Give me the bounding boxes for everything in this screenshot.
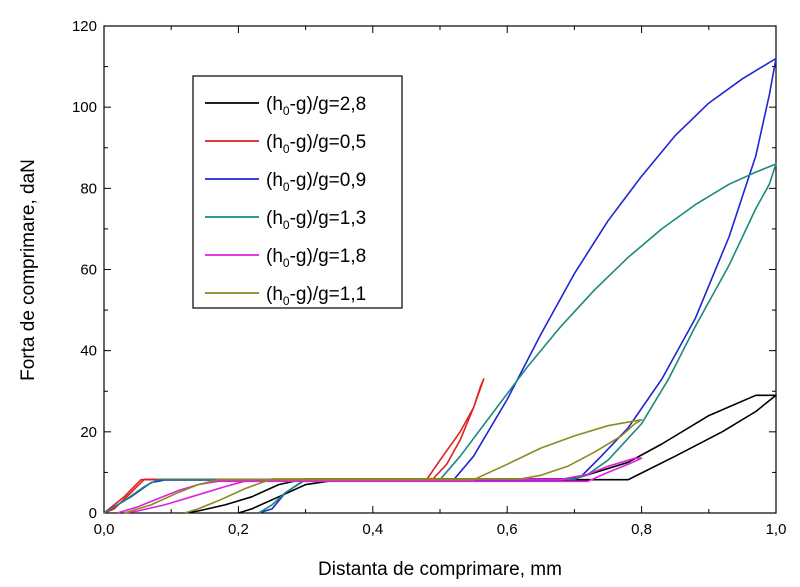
x-tick-label: 1,0 <box>766 521 787 538</box>
legend-label-1: (h0-g)/g=2,8 <box>266 94 366 118</box>
series-layer <box>103 57 777 514</box>
x-tick-label: 0,0 <box>94 521 115 538</box>
legend-box <box>192 75 403 309</box>
series-line-4 <box>103 163 777 514</box>
legend-label-5: (h0-g)/g=1,8 <box>266 246 366 270</box>
y-tick-label: 100 <box>72 99 97 116</box>
series-line-5 <box>117 457 643 514</box>
ticks: 0,0 0,2 0,4 0,6 0,8 1,0 0 20 40 60 80 100 120 <box>72 18 786 538</box>
series-line-6 <box>123 418 643 514</box>
x-tick-label: 0,2 <box>228 521 249 538</box>
legend-label-2: (h0-g)/g=0,5 <box>266 132 366 156</box>
x-axis-label: Distanta de comprimare, mm <box>318 559 562 580</box>
y-axis-label: Forta de comprimare, daN <box>18 159 39 381</box>
legend-label-6: (h0-g)/g=1,1 <box>266 284 366 308</box>
y-tick-label: 120 <box>72 18 97 35</box>
series-line-2 <box>103 378 485 514</box>
legend-label-3: (h0-g)/g=0,9 <box>266 170 366 194</box>
y-tick-label: 60 <box>80 262 97 279</box>
legend-label-4: (h0-g)/g=1,3 <box>266 208 366 232</box>
y-tick-label: 0 <box>89 505 97 522</box>
y-tick-label: 80 <box>80 180 97 197</box>
y-tick-label: 40 <box>80 343 97 360</box>
y-tick-label: 20 <box>80 424 97 441</box>
legend: (h0-g)/g=2,8 (h0-g)/g=0,5 (h0-g)/g=0,9 (h0-… <box>205 94 366 308</box>
x-tick-label: 0,4 <box>362 521 383 538</box>
x-tick-label: 0,8 <box>631 521 652 538</box>
series-line-1 <box>184 394 777 514</box>
x-tick-label: 0,6 <box>497 521 518 538</box>
